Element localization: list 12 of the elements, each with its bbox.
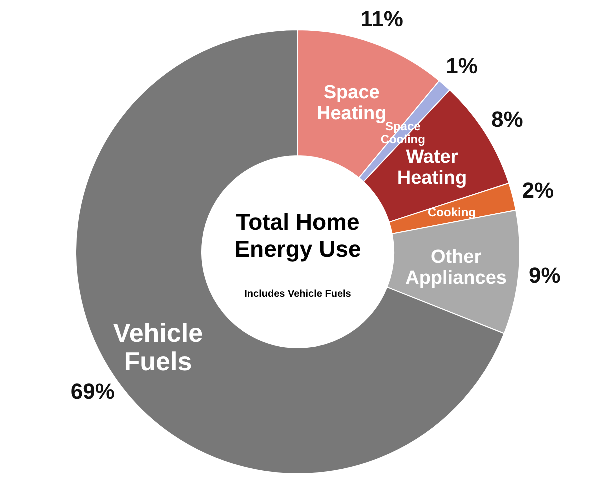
data-label: 2% [522, 178, 554, 204]
text: Total Home Energy Use [234, 209, 362, 262]
text: Includes Vehicle Fuels [244, 289, 352, 300]
slice-label: Water Heating [397, 147, 468, 189]
slice-label: Cooking [428, 206, 476, 220]
data-label: 1% [446, 54, 478, 79]
data-label: 8% [491, 106, 524, 132]
data-label: 11% [360, 6, 404, 32]
slice-label: Other Appliances [406, 247, 507, 290]
data-label: 9% [529, 263, 561, 288]
slice-label: Vehicle Fuels [113, 318, 204, 376]
data-label: 69% [70, 379, 115, 404]
